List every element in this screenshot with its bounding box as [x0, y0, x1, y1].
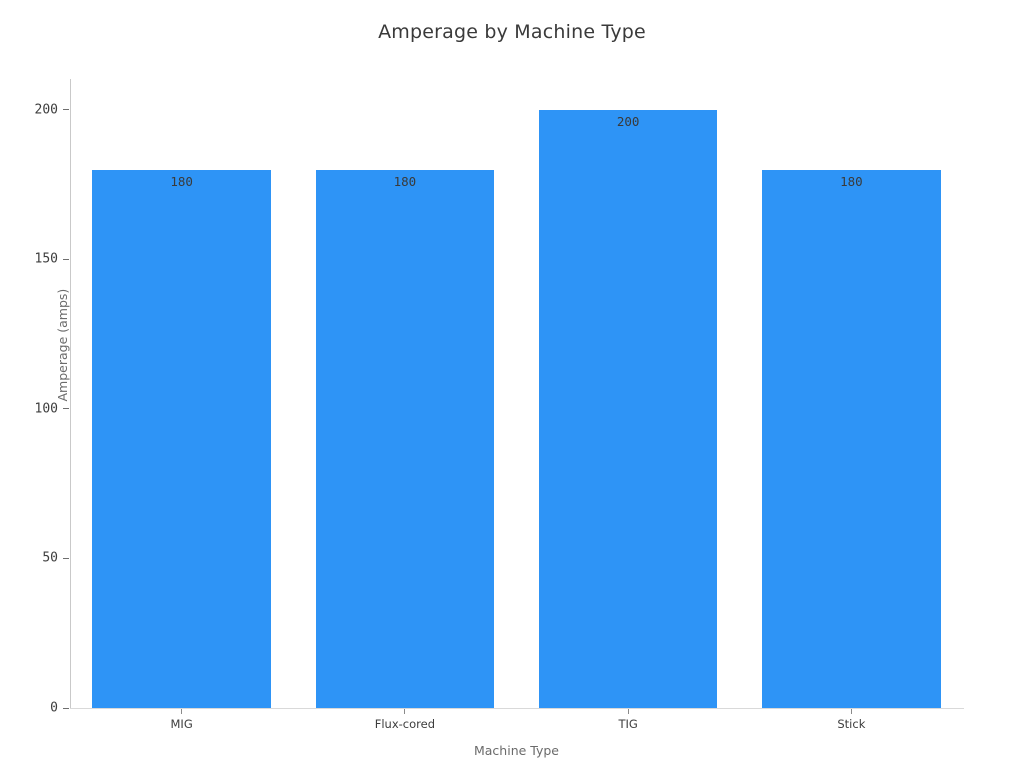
y-tick-label-150: 150 [34, 251, 58, 267]
plot-area: 0 50 100 150 200 180 MIG 180 Flux-cored 200 TIG 180… [35, 80, 963, 731]
chart-title: Amperage by Machine Type [378, 21, 646, 43]
x-tick-label-mig: MIG [170, 717, 193, 731]
x-tick-label-flux-cored: Flux-cored [374, 717, 436, 731]
bar-mig: 180 [92, 169, 271, 708]
y-tick-mark-100 [63, 408, 69, 410]
x-tick-mark [181, 709, 183, 714]
x-tick-mark [404, 709, 406, 714]
bar-value-label: 180 [840, 173, 863, 189]
bar-flux-cored: 180 [315, 169, 495, 708]
bar-stick: 180 [762, 169, 941, 708]
y-tick-mark-50 [63, 557, 69, 559]
y-tick-label-50: 50 [42, 550, 58, 566]
bar-value-label: 200 [616, 113, 640, 129]
x-axis-spine [70, 708, 964, 709]
y-axis-spine [70, 79, 71, 709]
y-tick-mark-200 [63, 109, 69, 111]
y-tick-mark-150 [63, 258, 69, 260]
y-tick-label-100: 100 [34, 401, 58, 417]
x-tick-mark [627, 709, 629, 714]
y-tick-mark-0 [63, 707, 69, 709]
x-axis-label: Machine Type [473, 743, 559, 758]
bar-value-label: 180 [170, 173, 193, 189]
x-tick-mark [850, 709, 852, 714]
bar-tig: 200 [538, 109, 718, 708]
x-tick-label-tig: TIG [618, 717, 638, 731]
y-axis-label: Amperage (amps) [54, 288, 70, 402]
bar-value-label: 180 [393, 173, 417, 189]
y-tick-label-200: 200 [34, 102, 58, 118]
x-tick-label-stick: Stick [837, 717, 866, 731]
y-tick-label-0: 0 [50, 700, 58, 716]
